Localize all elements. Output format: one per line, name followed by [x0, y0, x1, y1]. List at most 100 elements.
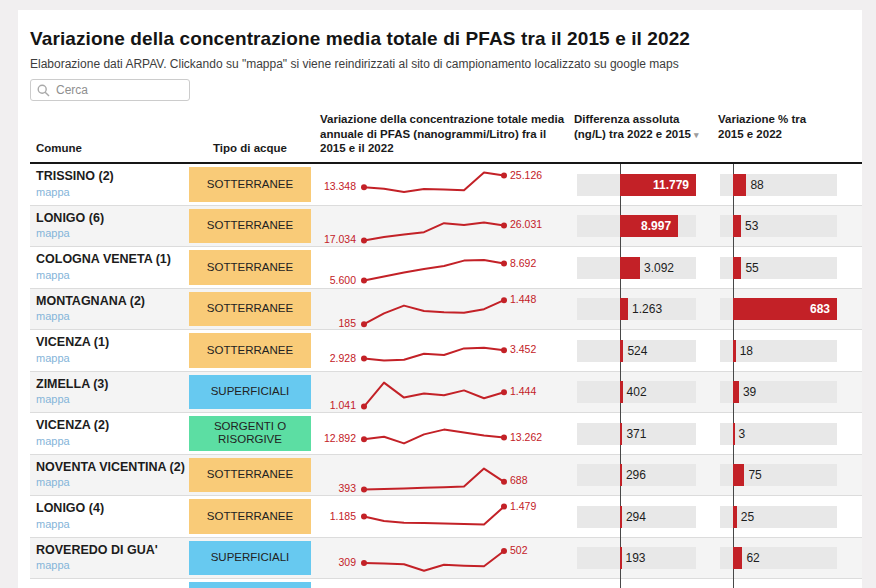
- datawrapper-table-panel: Variazione della concentrazione media to…: [18, 10, 862, 588]
- diff-bar: 1.263: [620, 298, 628, 320]
- diff-bar: 294: [620, 506, 622, 528]
- diff-value: 1.263: [632, 298, 662, 320]
- map-link[interactable]: mappa: [36, 434, 184, 448]
- trend-sparkline: [360, 166, 508, 204]
- water-type-badge: SOTTERRANEE: [189, 167, 311, 202]
- pct-bar-track: 3: [720, 423, 837, 445]
- map-link[interactable]: mappa: [36, 268, 184, 282]
- sparkline-start-value: 13.348: [312, 180, 356, 193]
- comune-name: ZIMELLA (3): [36, 377, 184, 393]
- pct-bar-track: 18: [720, 340, 837, 362]
- pct-bar: 62: [733, 547, 742, 569]
- sparkline-cell: 1.185 1.479: [312, 496, 572, 537]
- diff-bar-track: 3.092: [577, 257, 696, 279]
- map-link[interactable]: mappa: [36, 558, 184, 572]
- sparkline-endpoint-dot: [501, 389, 507, 395]
- pct-bar: 683: [733, 298, 837, 320]
- column-header-differenza-assoluta[interactable]: Differenza assoluta (ng/L) tra 2022 e 20…: [572, 112, 712, 141]
- sparkline-cell: 1.041 1.444: [312, 372, 572, 413]
- water-type-badge: SOTTERRANEE: [189, 458, 311, 493]
- sparkline-cell: 309 502: [312, 538, 572, 579]
- map-link[interactable]: mappa: [36, 517, 184, 531]
- map-link[interactable]: mappa: [36, 185, 184, 199]
- sparkline-endpoint-dot: [501, 435, 507, 441]
- diff-bar-track: 193: [577, 547, 696, 569]
- water-type-badge: SUPERFICIALI: [189, 375, 311, 410]
- sparkline-cell: 5.600 8.692: [312, 247, 572, 288]
- diff-value: 371: [626, 423, 646, 445]
- sparkline-end-value: 1.448: [510, 293, 536, 306]
- diff-bar-track: 8.997: [577, 215, 696, 237]
- table-row: ROVEREDO DI GUA' mappa SUPERFICIALI 309 …: [30, 538, 862, 580]
- sparkline-endpoint-dot: [361, 237, 367, 243]
- column-header-variazione-pct[interactable]: Variazione % tra 2015 e 2022: [712, 112, 862, 141]
- table-row: LONIGO (6) mappa SOTTERRANEE 17.034 26.0…: [30, 206, 862, 248]
- search-box: [30, 79, 190, 101]
- comune-name: VICENZA (1): [36, 335, 184, 351]
- diff-bar-track: 294: [577, 506, 696, 528]
- sparkline-cell: 393 688: [312, 455, 572, 496]
- sparkline-endpoint-dot: [361, 278, 367, 284]
- diff-value: 294: [626, 506, 646, 528]
- water-type-badge: SORGENTI O RISORGIVE: [189, 416, 311, 451]
- sparkline-cell: 185 1.448: [312, 289, 572, 330]
- sparkline-endpoint-dot: [361, 321, 367, 327]
- trend-sparkline: [360, 291, 508, 329]
- diff-bar-track: 296: [577, 464, 696, 486]
- column-header-tipo-di-acque[interactable]: Tipo di acque: [188, 141, 312, 156]
- comune-name: ROVEREDO DI GUA': [36, 543, 184, 559]
- pct-bar: 39: [733, 381, 739, 403]
- sparkline-start-value: 393: [312, 482, 356, 495]
- sparkline-endpoint-dot: [361, 403, 367, 409]
- pct-value: 62: [746, 547, 759, 569]
- sparkline-endpoint-dot: [501, 504, 507, 510]
- pct-bar-track: 75: [720, 464, 837, 486]
- trend-sparkline: [360, 498, 508, 536]
- sparkline-end-value: 502: [510, 544, 528, 557]
- sparkline-cell: 13.348 25.126: [312, 164, 572, 205]
- water-type-badge: SOTTERRANEE: [189, 209, 311, 244]
- column-header-comune[interactable]: Comune: [30, 141, 188, 156]
- sparkline-start-value: 5.600: [312, 274, 356, 287]
- search-input[interactable]: [56, 83, 183, 97]
- sparkline-endpoint-dot: [501, 297, 507, 303]
- pct-bar-track: 683: [720, 298, 837, 320]
- water-type-badge: SOTTERRANEE: [189, 499, 311, 534]
- sparkline-start-value: 17.034: [312, 233, 356, 246]
- sort-desc-icon[interactable]: ▾: [694, 130, 699, 140]
- pct-bar: 55: [733, 257, 741, 279]
- sparkline-end-value: 1.479: [510, 500, 536, 513]
- sparkline-start-value: 309: [312, 556, 356, 569]
- column-header-variazione-concentrazione[interactable]: Variazione della concentrazione totale m…: [312, 112, 572, 156]
- diff-bar: 3.092: [620, 257, 640, 279]
- map-link[interactable]: mappa: [36, 475, 184, 489]
- sparkline-end-value: 25.126: [510, 169, 542, 182]
- sparkline-endpoint-dot: [501, 173, 507, 179]
- sparkline-start-value: 2.928: [312, 352, 356, 365]
- map-link[interactable]: mappa: [36, 309, 184, 323]
- diff-value: 524: [627, 340, 647, 362]
- pct-value: 53: [745, 215, 758, 237]
- comune-name: LONIGO (4): [36, 501, 184, 517]
- table-row: NOVENTA VICENTINA (2) mappa SOTTERRANEE …: [30, 455, 862, 497]
- diff-value: 402: [627, 381, 647, 403]
- diff-bar: 11.779: [620, 174, 696, 196]
- map-link[interactable]: mappa: [36, 226, 184, 240]
- pct-bar-track: 53: [720, 215, 837, 237]
- sparkline-endpoint-dot: [501, 347, 507, 353]
- pct-value: 55: [745, 257, 758, 279]
- map-link[interactable]: mappa: [36, 392, 184, 406]
- pct-bar-track: 25: [720, 506, 837, 528]
- water-type-badge: SOTTERRANEE: [189, 250, 311, 285]
- diff-bar-track: 371: [577, 423, 696, 445]
- sparkline-end-value: 688: [510, 474, 528, 487]
- map-link[interactable]: mappa: [36, 351, 184, 365]
- comune-name: MONTAGNANA (2): [36, 294, 184, 310]
- pct-value: 683: [810, 298, 830, 320]
- table-row: VICENZA (1) mappa SOTTERRANEE 2.928 3.45…: [30, 330, 862, 372]
- pct-bar-track: 39: [720, 381, 837, 403]
- comune-name: TRISSINO (2): [36, 169, 184, 185]
- pct-bar-track: 55: [720, 257, 837, 279]
- comune-name: NOVENTA VICENTINA (2): [36, 460, 184, 476]
- comune-name: LONIGO (6): [36, 211, 184, 227]
